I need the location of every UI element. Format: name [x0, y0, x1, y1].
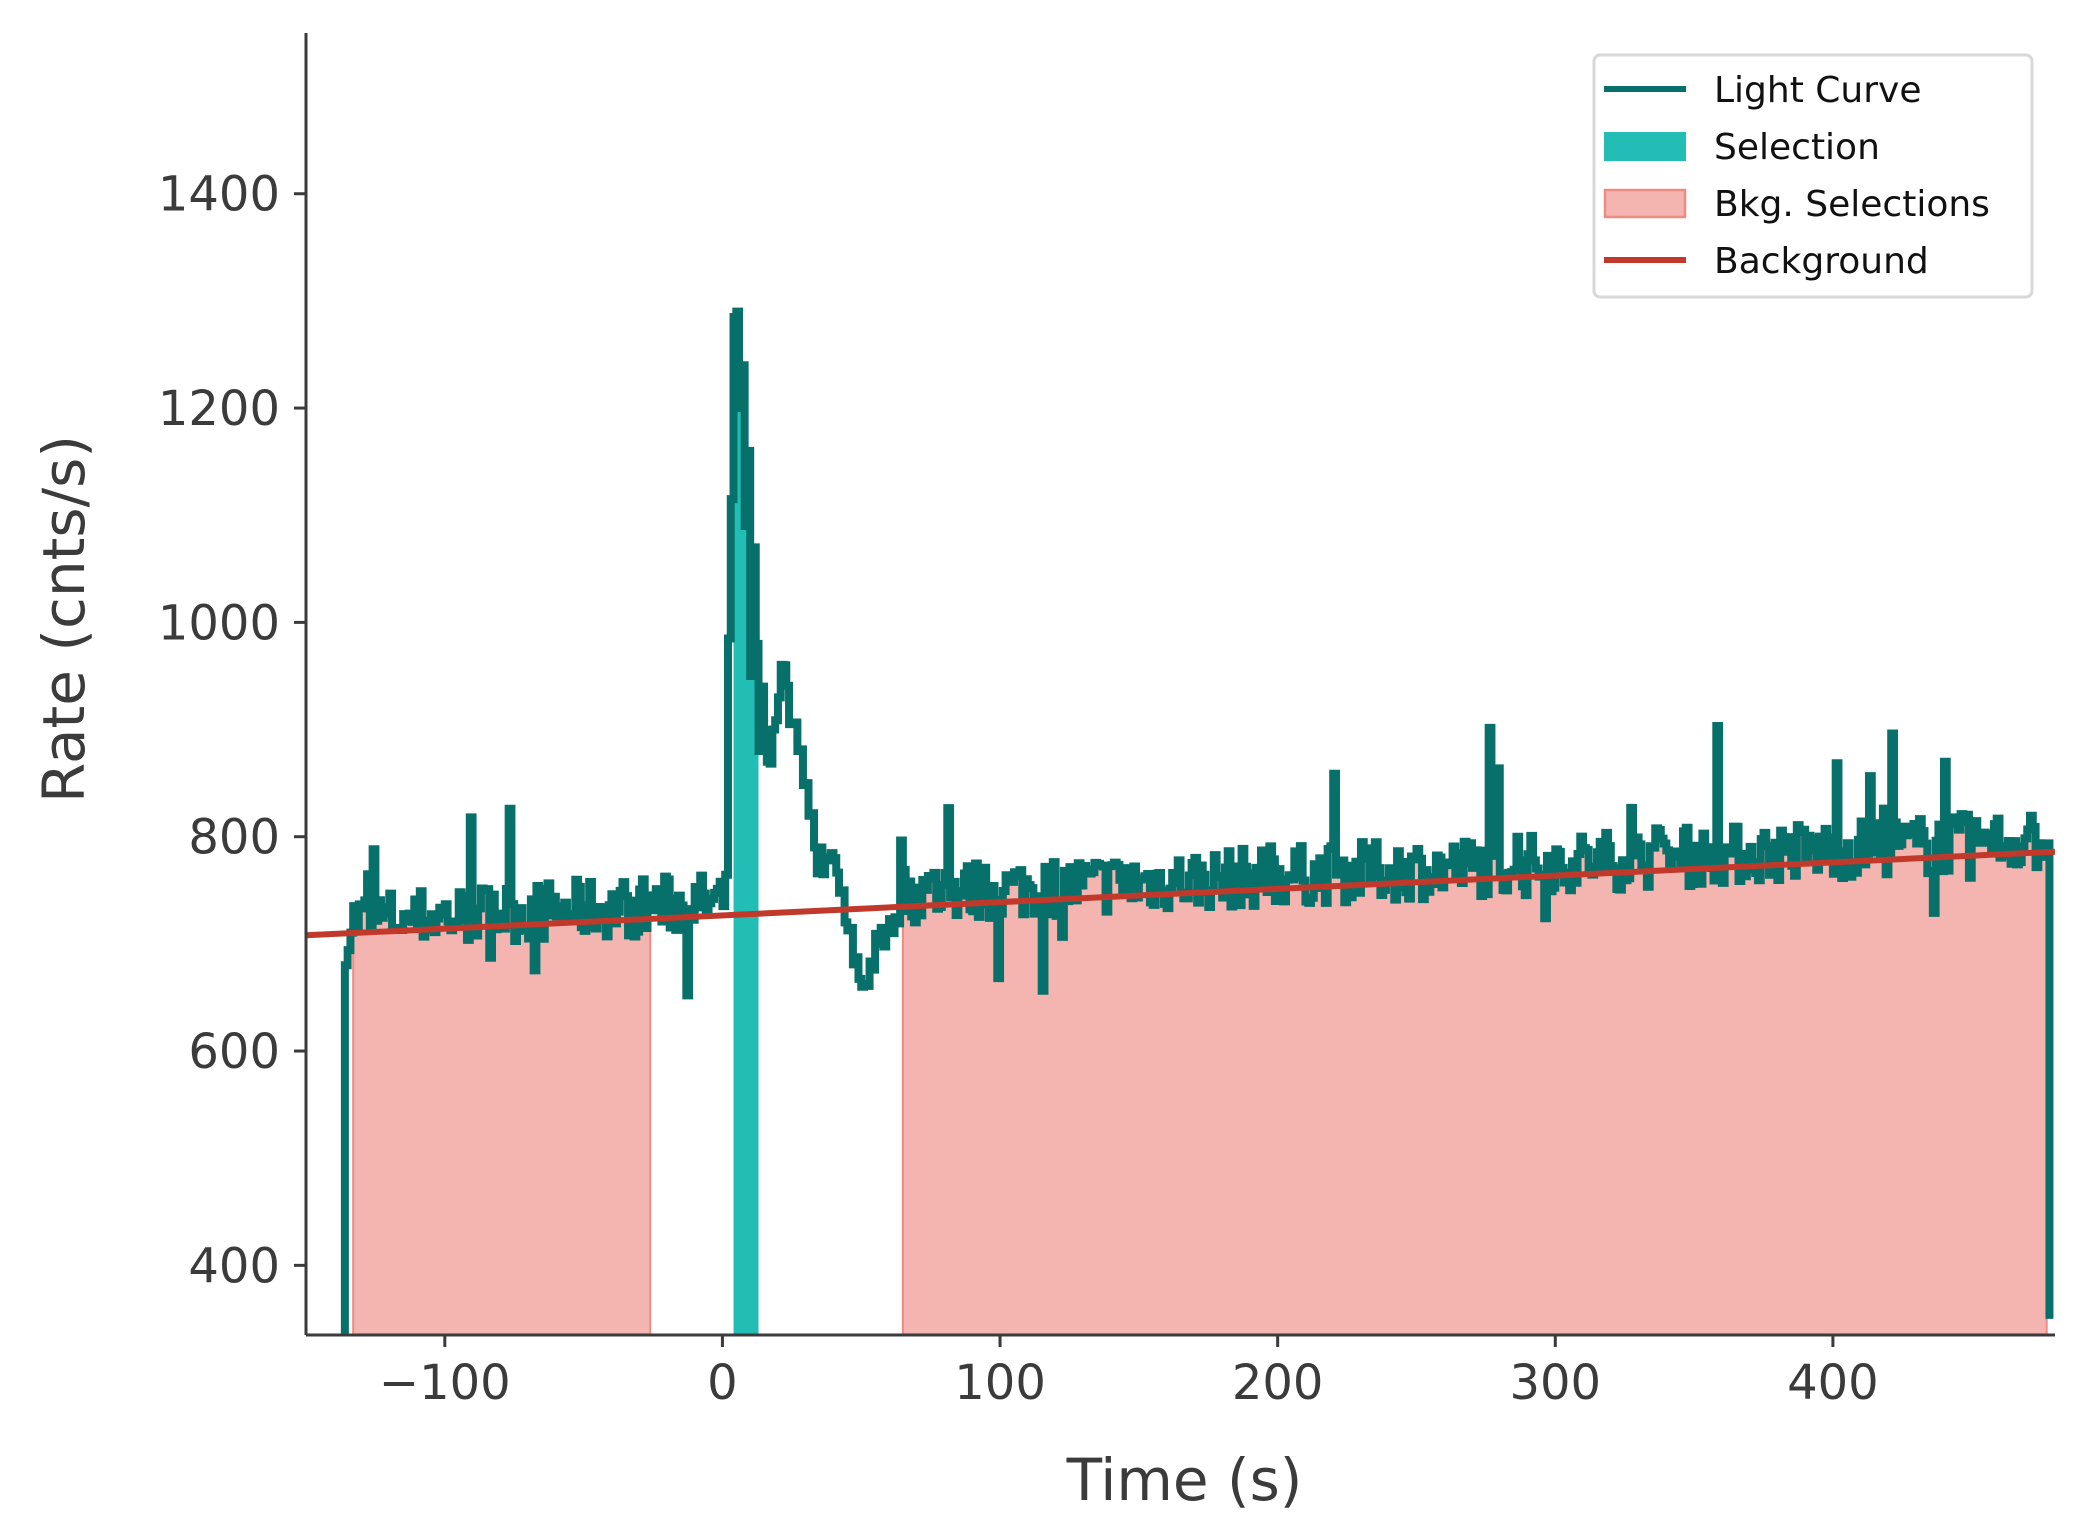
x-tick-label: 200 — [1232, 1355, 1324, 1411]
bkg-selection-0 — [352, 807, 652, 1335]
legend-swatch-bkg — [1603, 188, 1687, 219]
x-tick-label: 100 — [954, 1355, 1046, 1411]
background-fit-line — [306, 848, 2055, 939]
x-tick-label: 300 — [1509, 1355, 1601, 1411]
y-tick-label: 400 — [188, 1238, 280, 1294]
y-tick-label: 1400 — [158, 167, 280, 223]
legend-label: Bkg. Selections — [1714, 184, 1990, 225]
selection-fill — [733, 311, 759, 1335]
x-tick-label: 0 — [707, 1355, 738, 1411]
x-tick-label: 400 — [1787, 1355, 1879, 1411]
y-tick-label: 1200 — [158, 381, 280, 437]
legend-label: Selection — [1714, 127, 1880, 168]
y-tick-label: 600 — [188, 1024, 280, 1080]
y-tick-label: 1000 — [158, 595, 280, 651]
x-tick-label: −100 — [379, 1355, 511, 1411]
y-tick-label: 800 — [188, 810, 280, 866]
legend-box — [1592, 53, 2034, 299]
light-curve-line — [340, 307, 2054, 1335]
legend-swatch-selection — [1604, 132, 1686, 161]
y-axis-label: Rate (cnts/s) — [30, 435, 98, 803]
legend-label: Background — [1714, 241, 1929, 282]
x-axis-label: Time (s) — [1066, 1446, 1303, 1514]
legend-label: Light Curve — [1714, 70, 1922, 111]
